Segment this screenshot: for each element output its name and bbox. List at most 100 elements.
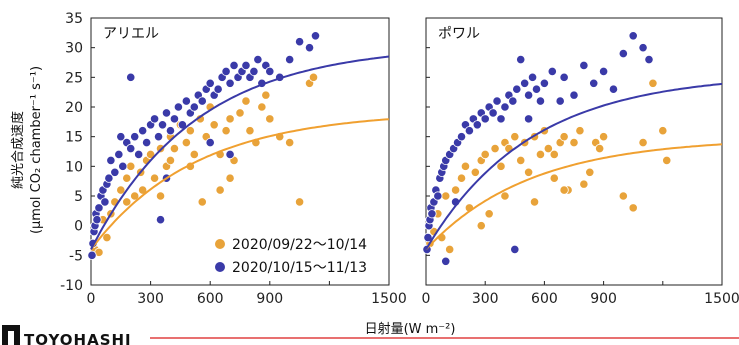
data-point-orange	[209, 120, 219, 130]
panel-title: ポワル	[438, 26, 480, 42]
data-point-orange	[490, 143, 500, 154]
x-tick-label: 0	[422, 291, 431, 307]
data-point-blue	[520, 78, 530, 88]
x-axis-title: 日射量(W m⁻²)	[365, 321, 456, 337]
data-point-orange	[456, 173, 467, 183]
data-point-orange	[559, 132, 569, 142]
data-point-orange	[185, 126, 195, 136]
data-point-blue	[618, 48, 628, 59]
data-point-orange	[189, 149, 199, 160]
plot-frame	[425, 17, 723, 286]
data-point-blue	[241, 60, 251, 71]
data-point-orange	[484, 209, 494, 219]
data-point-orange	[500, 191, 510, 201]
data-point-orange	[285, 138, 295, 148]
data-point-blue	[569, 90, 579, 100]
y-tick-label: -5	[69, 248, 83, 264]
legend-label-blue: 2020/10/15～11/13	[232, 260, 367, 276]
data-point-blue	[149, 114, 160, 124]
data-point-orange	[308, 72, 319, 82]
data-point-blue	[165, 126, 176, 136]
x-tick-label: 1500	[704, 291, 739, 307]
data-point-orange	[595, 143, 605, 154]
data-point-orange	[549, 173, 559, 183]
data-point-orange	[476, 221, 486, 231]
data-point-blue	[213, 84, 223, 94]
legend-box	[204, 229, 383, 279]
data-point-blue	[173, 102, 184, 112]
panel-title: アリエル	[103, 26, 159, 42]
y-tick-label: 30	[65, 41, 83, 57]
data-point-blue	[304, 43, 315, 53]
data-point-blue	[547, 66, 557, 77]
fit-curve-orange	[90, 118, 390, 251]
data-point-orange	[496, 161, 506, 171]
data-point-blue	[87, 250, 97, 260]
data-point-orange	[225, 114, 235, 124]
data-point-orange	[648, 78, 658, 88]
data-point-blue	[92, 215, 102, 225]
data-point-blue	[265, 66, 275, 77]
data-point-blue	[527, 72, 538, 82]
data-point-blue	[221, 66, 231, 77]
data-point-blue	[464, 126, 475, 136]
logo-text: TOYOHASHI	[24, 331, 132, 345]
data-point-orange	[480, 149, 490, 160]
data-point-orange	[524, 167, 534, 177]
data-point-orange	[638, 138, 648, 148]
data-point-blue	[205, 138, 215, 148]
data-point-blue	[638, 43, 648, 53]
data-point-blue	[189, 102, 199, 112]
data-point-blue	[130, 132, 140, 142]
data-point-blue	[142, 138, 152, 148]
fit-curve-blue	[90, 55, 390, 250]
data-point-orange	[197, 197, 207, 207]
data-point-orange	[221, 126, 231, 136]
data-point-orange	[155, 191, 166, 201]
data-point-orange	[460, 161, 471, 171]
data-point-blue	[181, 96, 191, 106]
data-point-orange	[579, 179, 589, 189]
data-point-blue	[579, 60, 589, 71]
data-point-orange	[598, 132, 609, 142]
y-tick-label: -10	[60, 278, 83, 294]
data-point-orange	[294, 197, 305, 207]
y-tick-label: 0	[74, 219, 83, 235]
data-point-orange	[102, 232, 112, 243]
y-tick-label: 20	[65, 100, 83, 116]
data-point-blue	[496, 114, 506, 124]
data-point-blue	[516, 54, 526, 65]
data-point-blue	[456, 132, 467, 142]
data-point-blue	[161, 108, 172, 118]
data-point-blue	[555, 96, 565, 106]
data-point-orange	[126, 161, 136, 171]
y-tick-label: 10	[65, 159, 83, 175]
fit-curve-blue	[425, 82, 723, 250]
legend-marker-orange	[215, 239, 225, 249]
data-point-blue	[508, 96, 518, 106]
data-point-orange	[261, 90, 271, 100]
data-point-orange	[543, 143, 553, 154]
data-point-orange	[155, 143, 166, 154]
data-point-orange	[225, 173, 235, 183]
data-point-blue	[94, 203, 104, 213]
data-point-blue	[249, 66, 259, 77]
data-point-blue	[197, 96, 207, 106]
logo-mark-cut	[8, 331, 14, 345]
data-point-orange	[215, 185, 225, 195]
data-point-blue	[472, 120, 482, 130]
data-point-orange	[575, 126, 585, 136]
data-point-blue	[589, 78, 599, 88]
x-tick-label: 1500	[371, 291, 407, 307]
data-point-blue	[229, 60, 239, 71]
data-point-blue	[106, 155, 116, 165]
data-point-orange	[245, 126, 255, 136]
data-point-blue	[169, 114, 180, 124]
data-point-orange	[116, 185, 126, 195]
data-point-blue	[559, 72, 569, 82]
data-point-orange	[529, 197, 540, 207]
data-point-blue	[492, 96, 502, 106]
data-point-orange	[241, 96, 251, 106]
